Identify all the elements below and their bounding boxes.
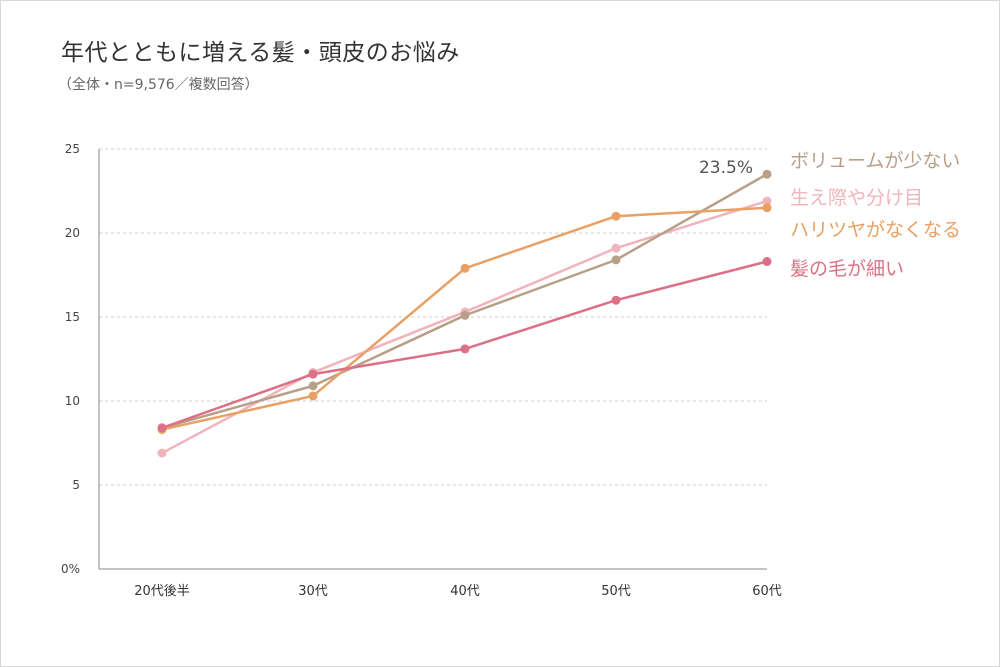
x-tick-label: 50代	[601, 584, 631, 599]
data-point	[611, 295, 621, 305]
x-tick-label: 60代	[752, 584, 782, 599]
data-point	[762, 196, 772, 206]
data-point	[762, 203, 772, 213]
y-tick-label: 15	[65, 310, 80, 324]
data-point	[611, 255, 621, 265]
data-point	[460, 344, 470, 354]
y-tick-label: 25	[65, 142, 80, 156]
y-tick-label: 5	[72, 478, 80, 492]
legend-label: 生え際や分け目	[790, 187, 923, 209]
series-1	[157, 196, 772, 458]
x-tick-label: 20代後半	[134, 584, 190, 599]
series-2	[157, 169, 772, 433]
data-point	[762, 257, 772, 267]
legend-label: 髪の毛が細い	[790, 258, 904, 280]
data-point	[308, 369, 318, 379]
series-4	[157, 257, 772, 433]
x-tick-label: 40代	[450, 584, 480, 599]
data-point	[762, 169, 772, 179]
data-label: 23.5%	[699, 158, 753, 178]
legend-label: ハリツヤがなくなる	[790, 219, 961, 241]
y-tick-label: 0%	[61, 562, 80, 576]
axis-layer: 0% 5 10 15 20 25 20代後半 30代 40代 50代 60代	[61, 142, 782, 599]
x-tick-label: 30代	[298, 584, 328, 599]
data-point	[157, 423, 167, 433]
data-point	[460, 310, 470, 320]
y-tick-label: 20	[65, 226, 80, 240]
data-point	[611, 243, 621, 253]
y-tick-label: 10	[65, 394, 80, 408]
chart-title: 年代とともに増える髪・頭皮のお悩み	[61, 40, 460, 66]
legend-label: ボリュームが少ない	[790, 150, 960, 172]
data-point	[308, 391, 318, 401]
data-point	[611, 211, 621, 221]
series-layer	[157, 169, 772, 458]
data-point	[157, 448, 167, 458]
data-point	[460, 263, 470, 273]
data-point	[308, 381, 318, 391]
series-line	[160, 199, 769, 455]
chart-subtitle: （全体・n=9,576／複数回答）	[58, 77, 259, 93]
annotation-layer: 23.5%	[699, 158, 753, 178]
